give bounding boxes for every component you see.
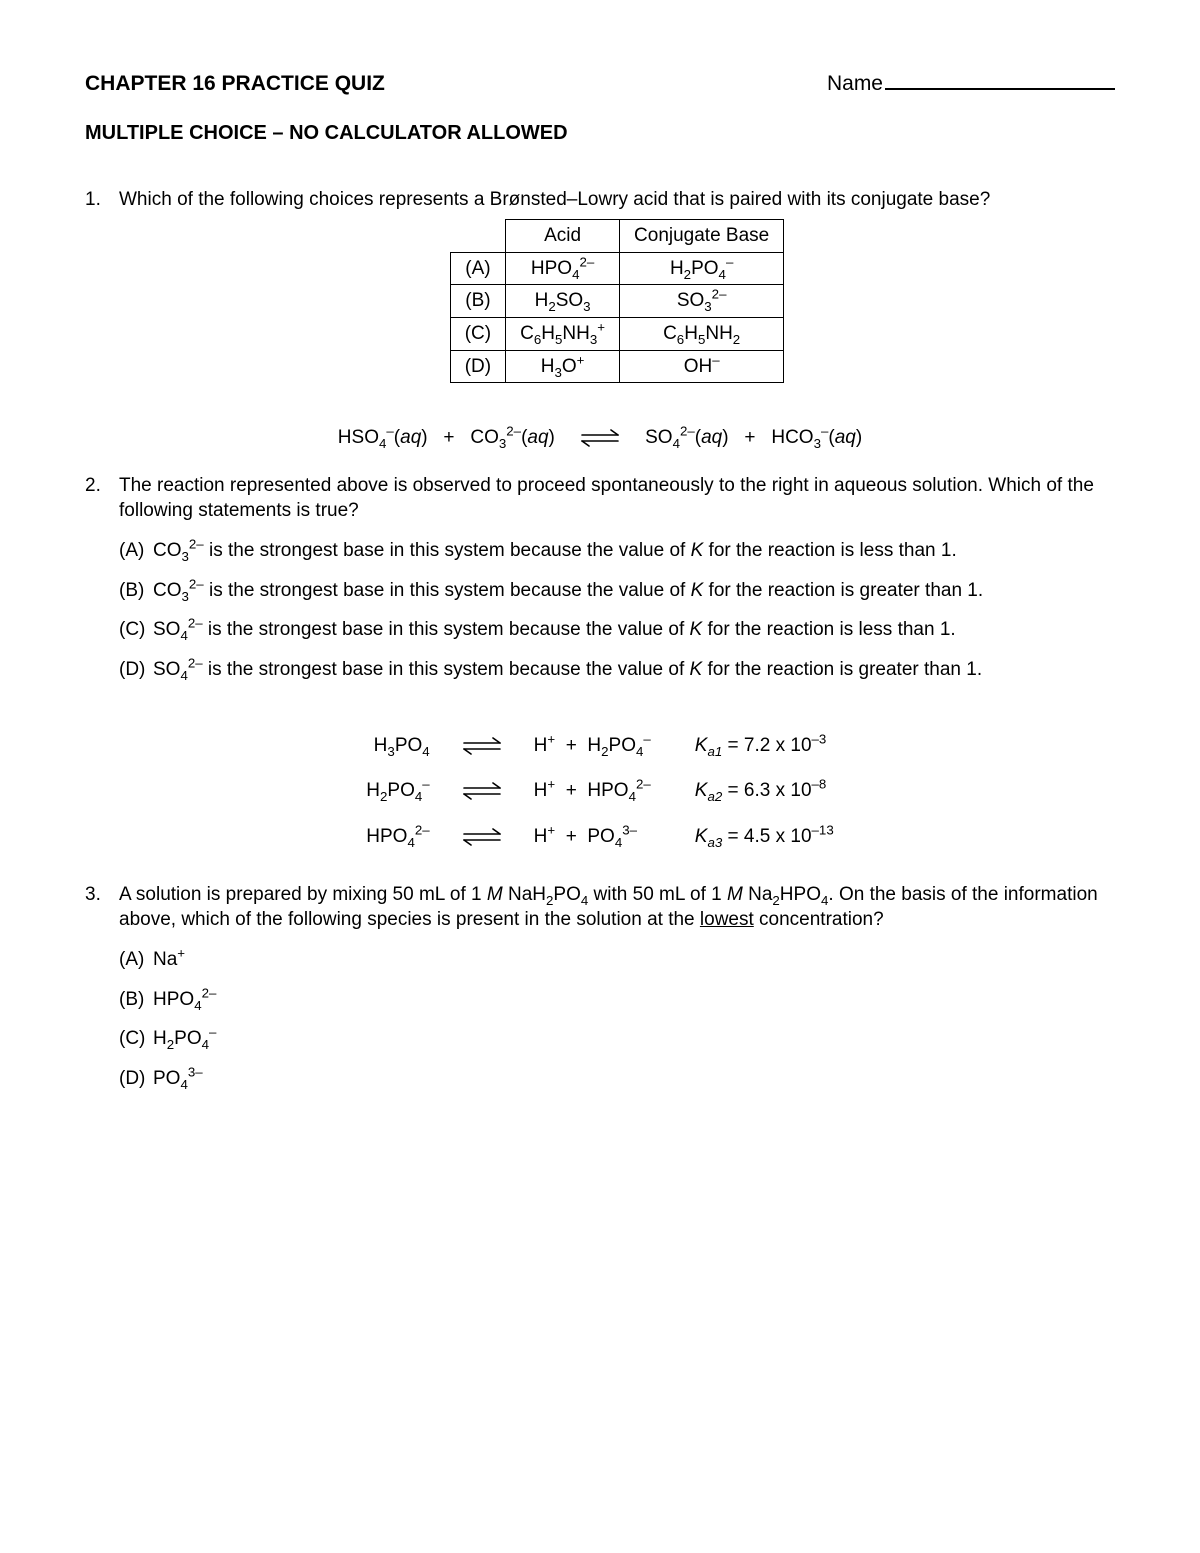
q1-th-base: Conjugate Base: [620, 219, 784, 252]
choice-text: CO32– is the strongest base in this syst…: [153, 540, 957, 561]
base-cell: SO32–: [620, 285, 784, 318]
choice-text: H2PO4–: [153, 1028, 216, 1049]
reaction-equation: HSO4–(aq) + CO32–(aq) SO42–(aq) + HCO3–(…: [85, 425, 1115, 451]
name-underline: [885, 88, 1115, 90]
ka-rhs: H+ + PO43–: [520, 814, 665, 860]
base-cell: OH–: [620, 350, 784, 383]
ka-arrow: [444, 723, 520, 769]
equilibrium-icon: [580, 429, 620, 447]
q1-table: Acid Conjugate Base (A)HPO42–H2PO4–(B)H2…: [450, 219, 785, 383]
name-label: Name: [827, 70, 883, 98]
choice-marker: (D): [119, 657, 145, 683]
choice-text: PO43–: [153, 1068, 203, 1089]
ka-arrow: [444, 768, 520, 814]
choice-marker: (C): [119, 617, 145, 643]
base-cell: C6H5NH2: [620, 317, 784, 350]
equilibrium-icon: [462, 737, 502, 755]
acid-cell: C6H5NH3+: [506, 317, 620, 350]
choice: (B) CO32– is the strongest base in this s…: [119, 578, 1115, 604]
choice: (A) CO32– is the strongest base in this s…: [119, 538, 1115, 564]
q1-stem: Which of the following choices represent…: [119, 187, 1115, 213]
q2-stem: The reaction represented above is observ…: [119, 473, 1115, 524]
ka-lhs: H2PO4–: [352, 768, 443, 814]
choice-marker: (B): [119, 987, 144, 1013]
table-row: (B)H2SO3SO32–: [450, 285, 784, 318]
ka-row: HPO42– H+ + PO43–Ka3 = 4.5 x 10–13: [352, 814, 847, 860]
q1-table-empty: [450, 219, 505, 252]
ka-arrow: [444, 814, 520, 860]
choice: (A) Na+: [119, 947, 1115, 973]
choice: (B) HPO42–: [119, 987, 1115, 1013]
table-row: (C)C6H5NH3+C6H5NH2: [450, 317, 784, 350]
choice-text: SO42– is the strongest base in this syst…: [153, 619, 956, 640]
name-field: Name: [827, 70, 1115, 98]
choice-marker: (A): [119, 947, 144, 973]
header-row: CHAPTER 16 PRACTICE QUIZ Name: [85, 70, 1115, 98]
ka-lhs: H3PO4: [352, 723, 443, 769]
equilibrium-icon: [462, 782, 502, 800]
choice-marker: (C): [119, 1026, 145, 1052]
q3-choices: (A) Na+ (B) HPO42– (C) H2PO4– (D) PO43–: [119, 947, 1115, 1092]
ka-const: Ka2 = 6.3 x 10–8: [665, 768, 848, 814]
ka-rhs: H+ + H2PO4–: [520, 723, 665, 769]
question-3: A solution is prepared by mixing 50 mL o…: [85, 882, 1115, 1092]
acid-cell: H2SO3: [506, 285, 620, 318]
question-2: The reaction represented above is observ…: [85, 473, 1115, 683]
subtitle: MULTIPLE CHOICE – NO CALCULATOR ALLOWED: [85, 120, 1115, 147]
equilibrium-icon: [462, 828, 502, 846]
ka-row: H2PO4– H+ + HPO42–Ka2 = 6.3 x 10–8: [352, 768, 847, 814]
ka-const: Ka1 = 7.2 x 10–3: [665, 723, 848, 769]
row-label: (A): [450, 252, 505, 285]
page-title: CHAPTER 16 PRACTICE QUIZ: [85, 70, 385, 98]
choice-text: CO32– is the strongest base in this syst…: [153, 580, 983, 601]
choice: (D) SO42– is the strongest base in this s…: [119, 657, 1115, 683]
ka-rhs: H+ + HPO42–: [520, 768, 665, 814]
base-cell: H2PO4–: [620, 252, 784, 285]
choice-text: SO42– is the strongest base in this syst…: [153, 659, 982, 680]
row-label: (D): [450, 350, 505, 383]
choice-text: HPO42–: [153, 989, 216, 1010]
row-label: (C): [450, 317, 505, 350]
question-1: Which of the following choices represent…: [85, 187, 1115, 383]
ka-const: Ka3 = 4.5 x 10–13: [665, 814, 848, 860]
ka-lhs: HPO42–: [352, 814, 443, 860]
question-list: Which of the following choices represent…: [85, 187, 1115, 1091]
q3-stem: A solution is prepared by mixing 50 mL o…: [119, 882, 1115, 933]
choice-marker: (D): [119, 1066, 145, 1092]
table-row: (D)H3O+OH–: [450, 350, 784, 383]
q2-choices: (A) CO32– is the strongest base in this s…: [119, 538, 1115, 683]
ka-row: H3PO4 H+ + H2PO4–Ka1 = 7.2 x 10–3: [352, 723, 847, 769]
acid-cell: HPO42–: [506, 252, 620, 285]
choice-marker: (A): [119, 538, 144, 564]
ka-table: H3PO4 H+ + H2PO4–Ka1 = 7.2 x 10–3 H2PO4– H+…: [352, 723, 847, 860]
choice-marker: (B): [119, 578, 144, 604]
acid-cell: H3O+: [506, 350, 620, 383]
choice: (C) H2PO4–: [119, 1026, 1115, 1052]
choice: (C) SO42– is the strongest base in this s…: [119, 617, 1115, 643]
q1-th-acid: Acid: [506, 219, 620, 252]
row-label: (B): [450, 285, 505, 318]
choice: (D) PO43–: [119, 1066, 1115, 1092]
choice-text: Na+: [153, 949, 185, 970]
table-row: (A)HPO42–H2PO4–: [450, 252, 784, 285]
